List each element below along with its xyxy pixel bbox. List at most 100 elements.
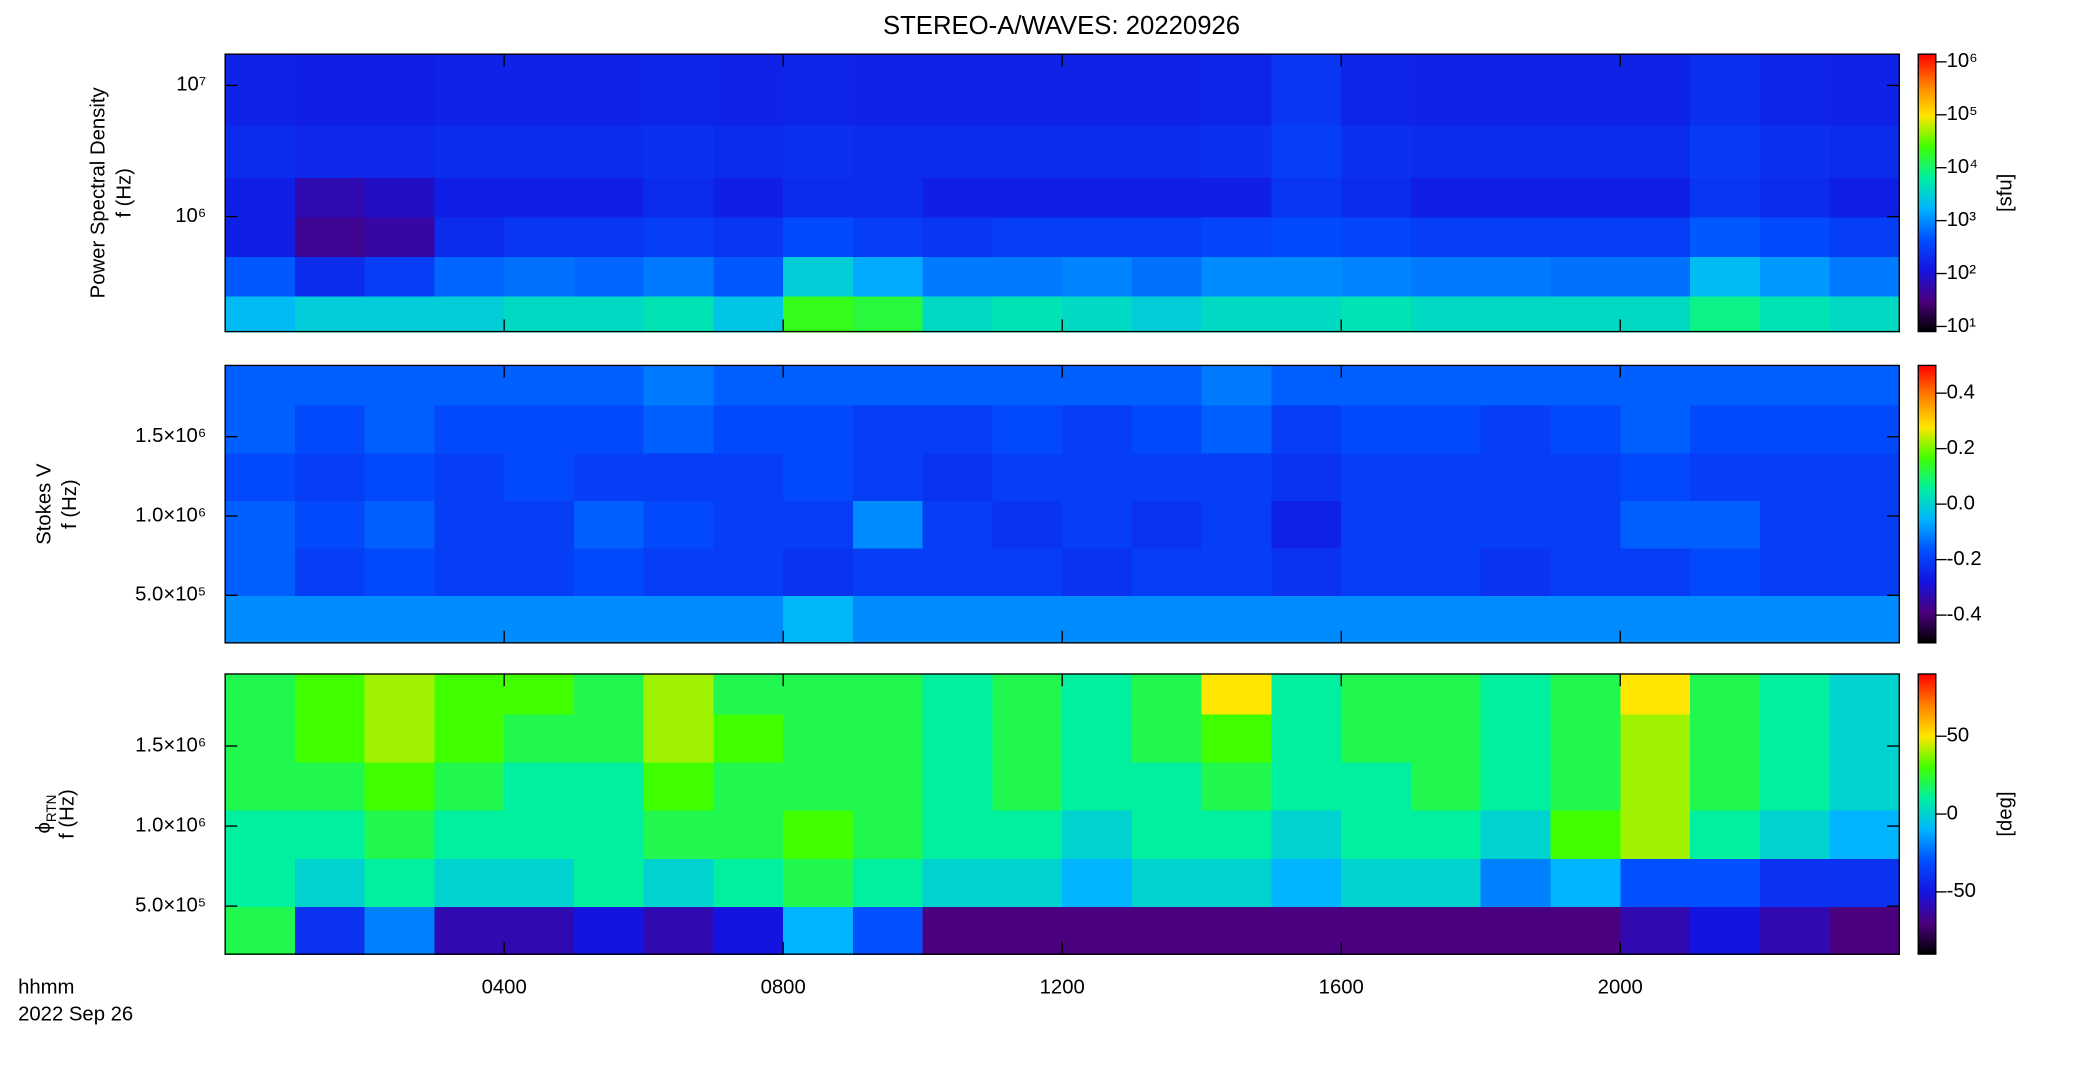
heatmap-cell	[992, 810, 1063, 859]
heatmap-cell	[294, 500, 366, 549]
heatmap-cell	[643, 295, 715, 333]
heatmap-cell	[1620, 256, 1691, 297]
heatmap-cell	[225, 452, 296, 501]
heatmap-cell	[1759, 714, 1831, 763]
heatmap-cell	[1550, 595, 1621, 644]
heatmap-cell	[1620, 810, 1691, 859]
heatmap-cell	[434, 365, 505, 406]
heatmap-cell	[643, 177, 715, 218]
heatmap-cell	[504, 858, 575, 907]
heatmap-cell	[1480, 365, 1552, 406]
heatmap-cell	[573, 714, 645, 763]
heatmap-cell	[1620, 54, 1691, 126]
heatmap-cell	[504, 54, 575, 126]
heatmap-cell	[1620, 595, 1691, 644]
heatmap-cell	[434, 177, 505, 218]
heatmap-cell	[1201, 177, 1273, 218]
heatmap-cell	[992, 452, 1063, 501]
heatmap-cell	[573, 858, 645, 907]
heatmap-cell	[1201, 547, 1273, 596]
heatmap-cell	[1341, 295, 1412, 333]
heatmap-cell	[1341, 762, 1412, 811]
heatmap-cell	[1480, 124, 1552, 178]
heatmap-cell	[922, 216, 994, 257]
heatmap-cell	[1480, 295, 1552, 333]
heatmap-cell	[1201, 762, 1273, 811]
heatmap-cell	[364, 177, 436, 218]
heatmap-cell	[294, 216, 366, 257]
heatmap-cell	[573, 547, 645, 596]
heatmap-cell	[1759, 906, 1831, 955]
heatmap-cell	[1271, 452, 1342, 501]
heatmap-cell	[992, 405, 1063, 454]
heatmap-cell	[1480, 216, 1552, 257]
heatmap-cell	[1759, 124, 1831, 178]
heatmap-cell	[1480, 762, 1552, 811]
heatmap-cell	[852, 810, 924, 859]
heatmap-cell	[1829, 500, 1900, 549]
colorbar-tick-label: 10⁶	[1947, 50, 1978, 72]
heatmap-cell	[364, 714, 436, 763]
heatmap-cell	[643, 452, 715, 501]
heatmap-cell	[294, 177, 366, 218]
heatmap-cell	[643, 124, 715, 178]
heatmap-cell	[1480, 714, 1552, 763]
heatmap-cell	[573, 405, 645, 454]
heatmap-cell	[573, 256, 645, 297]
heatmap-cell	[643, 714, 715, 763]
heatmap-cell	[1410, 256, 1482, 297]
heatmap-cell	[434, 810, 505, 859]
heatmap-cell	[573, 216, 645, 257]
heatmap-cell	[1201, 714, 1273, 763]
colorbar	[1917, 364, 1937, 644]
heatmap-cell	[364, 216, 436, 257]
heatmap-cell	[1271, 177, 1342, 218]
heatmap-cell	[852, 365, 924, 406]
heatmap-cell	[1550, 452, 1621, 501]
colorbar-label: [deg]	[1995, 791, 2017, 836]
heatmap-cell	[1690, 810, 1761, 859]
heatmap-cell	[1829, 714, 1900, 763]
heatmap-cell	[1271, 906, 1342, 955]
heatmap-cell	[1201, 858, 1273, 907]
heatmap-cell	[922, 452, 994, 501]
heatmap-cell	[1690, 124, 1761, 178]
heatmap-cell	[1341, 256, 1412, 297]
heatmap-cell	[1131, 256, 1203, 297]
heatmap-cell	[713, 762, 784, 811]
heatmap-cell	[1829, 295, 1900, 333]
heatmap-cell	[922, 906, 994, 955]
heatmap-cell	[1341, 714, 1412, 763]
heatmap-cell	[922, 714, 994, 763]
colorbar-tick-label: 10²	[1947, 262, 1977, 284]
heatmap-cell	[225, 124, 296, 178]
heatmap-cell	[1341, 216, 1412, 257]
heatmap-cell	[713, 547, 784, 596]
heatmap-cell	[922, 405, 994, 454]
heatmap-cell	[1690, 762, 1761, 811]
heatmap-cell	[713, 54, 784, 126]
heatmap-cell	[922, 595, 994, 644]
heatmap-cell	[713, 124, 784, 178]
heatmap-cell	[504, 124, 575, 178]
heatmap-cell	[1550, 405, 1621, 454]
heatmap-cell	[1271, 858, 1342, 907]
heatmap-cell	[1131, 762, 1203, 811]
heatmap-cell	[713, 365, 784, 406]
y-axis-label: f (Hz)	[57, 789, 79, 839]
heatmap-cell	[225, 295, 296, 333]
heatmap-cell	[1759, 295, 1831, 333]
x-axis-label: hhmm	[18, 976, 74, 998]
heatmap-cell	[643, 365, 715, 406]
heatmap-cell	[1062, 405, 1133, 454]
heatmap-cell	[1480, 810, 1552, 859]
heatmap-cell	[713, 452, 784, 501]
heatmap-cell	[364, 673, 436, 715]
heatmap-cell	[573, 452, 645, 501]
heatmap-cell	[1131, 54, 1203, 126]
heatmap-cell	[504, 500, 575, 549]
heatmap-cell	[1201, 810, 1273, 859]
heatmap-cell	[364, 810, 436, 859]
heatmap-cell	[294, 54, 366, 126]
